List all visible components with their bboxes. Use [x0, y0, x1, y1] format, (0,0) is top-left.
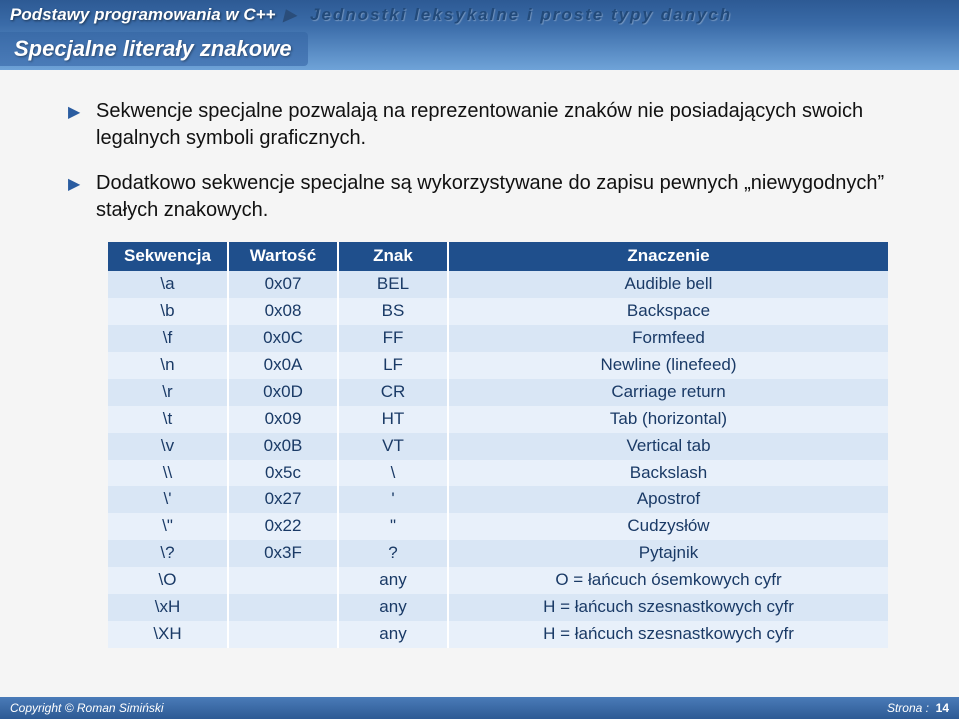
bullet-text: Sekwencje specjalne pozwalają na repreze…: [96, 98, 899, 152]
table-cell: [228, 594, 338, 621]
section-title: Specjalne literały znakowe: [0, 32, 308, 66]
copyright-text: Copyright © Roman Simiński: [10, 701, 164, 715]
table-cell: HT: [338, 406, 448, 433]
bullet-text: Dodatkowo sekwencje specjalne są wykorzy…: [96, 170, 899, 224]
table-cell: 0x3F: [228, 540, 338, 567]
table-cell: FF: [338, 325, 448, 352]
table-cell: any: [338, 594, 448, 621]
table-cell: 0x0C: [228, 325, 338, 352]
table-cell: CR: [338, 379, 448, 406]
table-cell: [228, 567, 338, 594]
table-cell: \\: [108, 460, 228, 487]
table-row: \O anyO = łańcuch ósemkowych cyfr: [108, 567, 888, 594]
table-row: \xH anyH = łańcuch szesnastkowych cyfr: [108, 594, 888, 621]
table-cell: any: [338, 621, 448, 648]
table-cell: 0x08: [228, 298, 338, 325]
table-cell: O = łańcuch ósemkowych cyfr: [448, 567, 888, 594]
table-cell: \: [338, 460, 448, 487]
table-cell: VT: [338, 433, 448, 460]
table-cell: \f: [108, 325, 228, 352]
table-cell: Tab (horizontal): [448, 406, 888, 433]
table-cell: \": [108, 513, 228, 540]
breadcrumb-arrow-icon: ▶: [283, 5, 295, 25]
col-header: Wartość: [228, 242, 338, 271]
bullet-item: ▶ Dodatkowo sekwencje specjalne są wykor…: [68, 170, 899, 224]
page-indicator: Strona : 14: [887, 701, 949, 715]
page-label: Strona :: [887, 701, 929, 715]
breadcrumb: Podstawy programowania w C++ ▶: [10, 5, 296, 25]
table-cell: ': [338, 486, 448, 513]
table-cell: \O: [108, 567, 228, 594]
table-cell: \?: [108, 540, 228, 567]
table-cell: \t: [108, 406, 228, 433]
escape-sequences-table: Sekwencja Wartość Znak Znaczenie \a0x07B…: [108, 242, 888, 648]
table-cell: any: [338, 567, 448, 594]
table-cell: 0x0A: [228, 352, 338, 379]
table-cell: Apostrof: [448, 486, 888, 513]
bullet-arrow-icon: ▶: [68, 98, 96, 152]
table-cell: [228, 621, 338, 648]
col-header: Znak: [338, 242, 448, 271]
table-cell: Audible bell: [448, 271, 888, 298]
table-row: \a0x07BELAudible bell: [108, 271, 888, 298]
table-header-row: Sekwencja Wartość Znak Znaczenie: [108, 242, 888, 271]
table-row: \XH anyH = łańcuch szesnastkowych cyfr: [108, 621, 888, 648]
table-row: \f0x0CFFFormfeed: [108, 325, 888, 352]
col-header: Sekwencja: [108, 242, 228, 271]
table-cell: Backspace: [448, 298, 888, 325]
slide-content: ▶ Sekwencje specjalne pozwalają na repre…: [0, 70, 959, 648]
table-row: \t0x09HTTab (horizontal): [108, 406, 888, 433]
table-cell: H = łańcuch szesnastkowych cyfr: [448, 594, 888, 621]
table-row: \r0x0DCRCarriage return: [108, 379, 888, 406]
table-cell: Cudzysłów: [448, 513, 888, 540]
table-cell: 0x07: [228, 271, 338, 298]
bullet-item: ▶ Sekwencje specjalne pozwalają na repre…: [68, 98, 899, 152]
table-cell: \XH: [108, 621, 228, 648]
table-row: \v0x0BVTVertical tab: [108, 433, 888, 460]
table-cell: ?: [338, 540, 448, 567]
table-cell: \r: [108, 379, 228, 406]
table-row: \n0x0ALFNewline (linefeed): [108, 352, 888, 379]
breadcrumb-text: Podstawy programowania w C++: [10, 5, 275, 25]
table-cell: \': [108, 486, 228, 513]
table-cell: LF: [338, 352, 448, 379]
table-row: \"0x22"Cudzysłów: [108, 513, 888, 540]
table-cell: 0x0B: [228, 433, 338, 460]
page-number: 14: [936, 701, 949, 715]
table-cell: Pytajnik: [448, 540, 888, 567]
table-cell: Carriage return: [448, 379, 888, 406]
table-cell: 0x27: [228, 486, 338, 513]
table-row: \'0x27'Apostrof: [108, 486, 888, 513]
table-cell: H = łańcuch szesnastkowych cyfr: [448, 621, 888, 648]
table-cell: \xH: [108, 594, 228, 621]
table-row: \b0x08BSBackspace: [108, 298, 888, 325]
table-cell: 0x09: [228, 406, 338, 433]
table-cell: Formfeed: [448, 325, 888, 352]
table-cell: \b: [108, 298, 228, 325]
table-cell: \v: [108, 433, 228, 460]
slide-header: Podstawy programowania w C++ ▶ Jednostki…: [0, 0, 959, 70]
table-row: \?0x3F?Pytajnik: [108, 540, 888, 567]
bullet-arrow-icon: ▶: [68, 170, 96, 224]
table-cell: \n: [108, 352, 228, 379]
table-cell: \a: [108, 271, 228, 298]
table-cell: 0x22: [228, 513, 338, 540]
table-cell: Vertical tab: [448, 433, 888, 460]
slide-footer: Copyright © Roman Simiński Strona : 14: [0, 697, 959, 719]
table-cell: Backslash: [448, 460, 888, 487]
table-row: \\0x5c\Backslash: [108, 460, 888, 487]
col-header: Znaczenie: [448, 242, 888, 271]
subheading: Jednostki leksykalne i proste typy danyc…: [310, 5, 732, 25]
table-cell: 0x5c: [228, 460, 338, 487]
table-cell: 0x0D: [228, 379, 338, 406]
table-cell: BEL: [338, 271, 448, 298]
table-cell: BS: [338, 298, 448, 325]
table-cell: ": [338, 513, 448, 540]
table-cell: Newline (linefeed): [448, 352, 888, 379]
